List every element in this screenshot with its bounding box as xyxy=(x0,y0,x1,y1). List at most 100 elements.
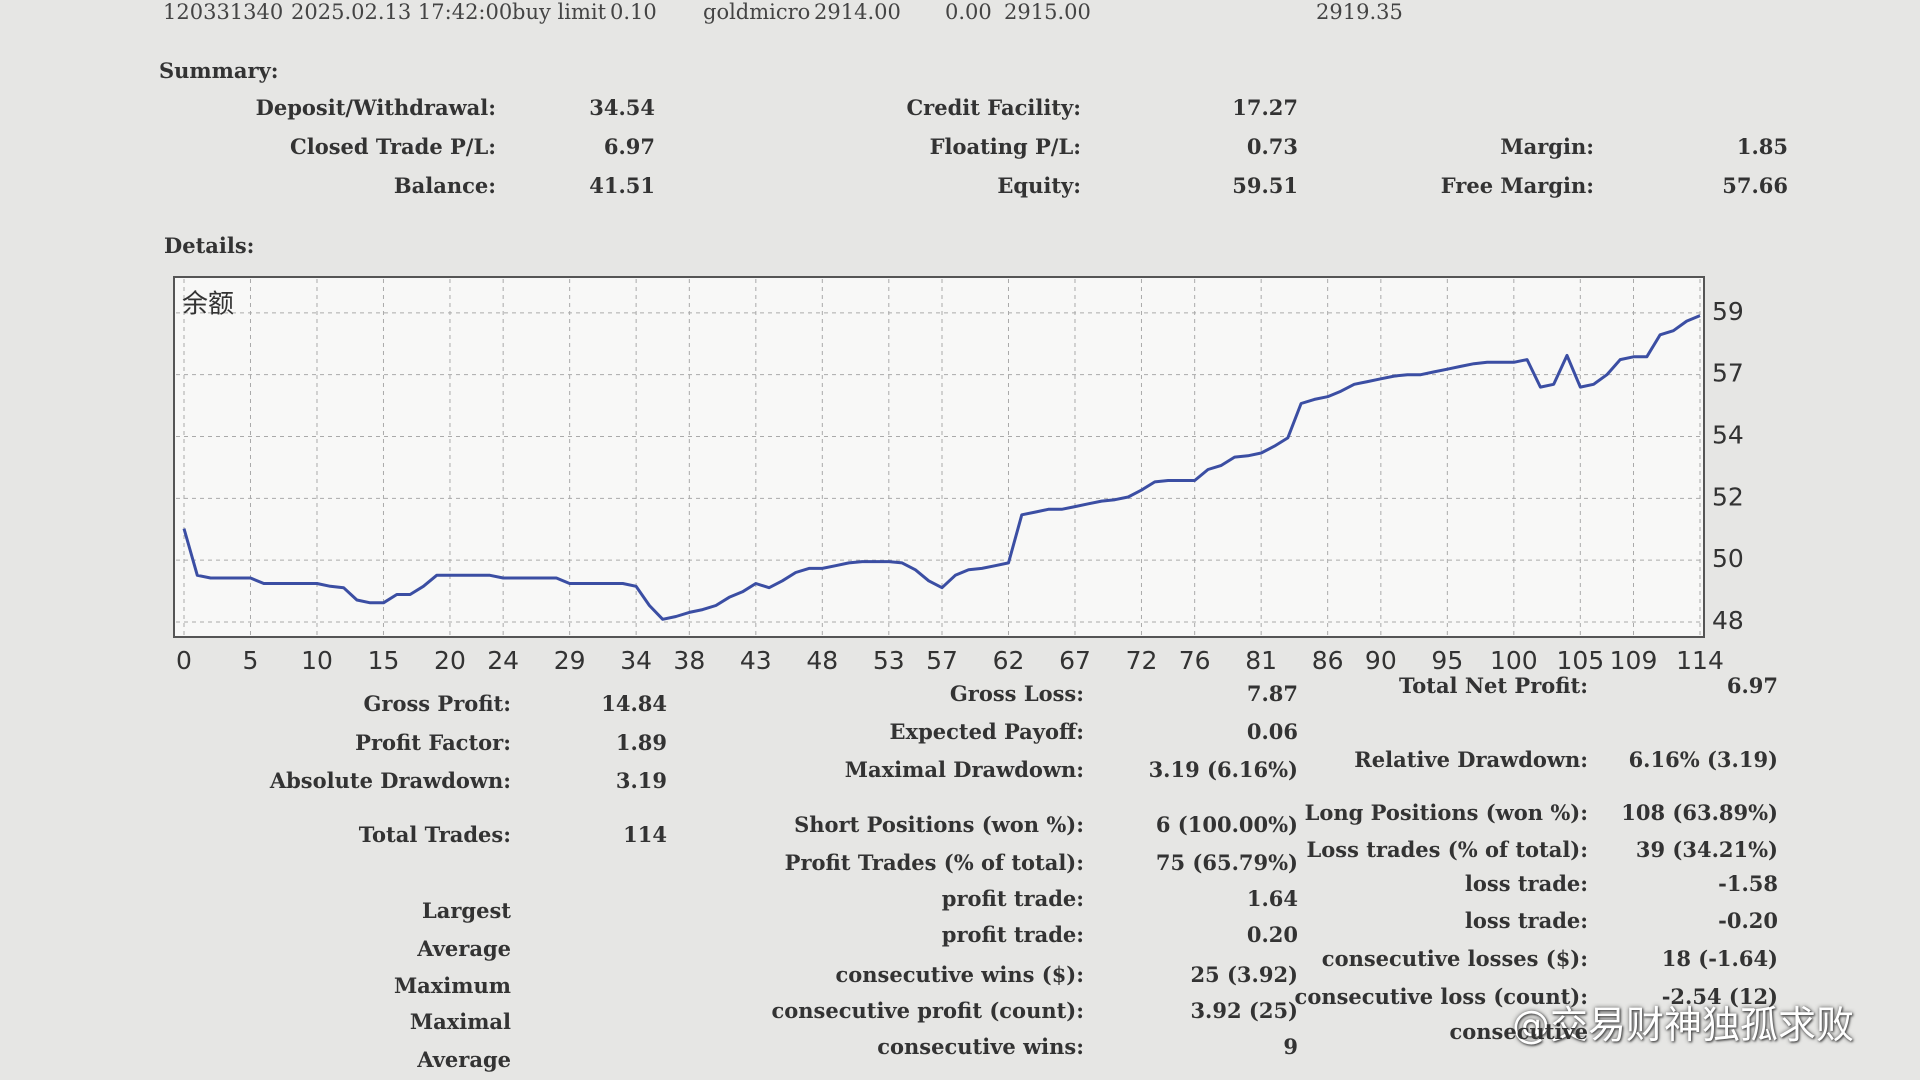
stat-value: 75 (65.79%) xyxy=(1155,850,1298,875)
y-tick-label: 52 xyxy=(1712,482,1744,511)
chart-label: 余额 xyxy=(182,290,234,320)
x-tick-label: 53 xyxy=(873,646,905,675)
y-tick-label: 54 xyxy=(1712,421,1744,450)
stat-value: 9 xyxy=(1283,1034,1298,1059)
y-tick-label: 48 xyxy=(1712,606,1744,635)
summary-value: 6.97 xyxy=(603,134,655,159)
x-tick-label: 109 xyxy=(1610,646,1658,675)
x-tick-label: 90 xyxy=(1365,646,1397,675)
stat-value: 18 (-1.64) xyxy=(1661,946,1778,971)
stat-value: -1.58 xyxy=(1718,871,1778,896)
stat-label: profit trade: xyxy=(941,922,1084,947)
balance-line xyxy=(182,314,1701,621)
stat-label: Gross Profit: xyxy=(363,691,511,716)
x-tick-label: 62 xyxy=(993,646,1025,675)
stat-label: Maximal Drawdown: xyxy=(844,757,1084,782)
summary-label: Credit Facility: xyxy=(906,95,1081,120)
stat-label: Profit Factor: xyxy=(355,730,511,755)
summary-value: 1.85 xyxy=(1736,134,1788,159)
stat-label: Absolute Drawdown: xyxy=(269,768,511,793)
stat-label: profit trade: xyxy=(941,886,1084,911)
x-tick-label: 105 xyxy=(1556,646,1604,675)
summary-value: 57.66 xyxy=(1722,173,1788,198)
x-tick-label: 114 xyxy=(1676,646,1724,675)
watermark: @交易财神独孤求败 xyxy=(1512,1003,1855,1047)
summary-label: Floating P/L: xyxy=(929,134,1081,159)
x-tick-label: 43 xyxy=(740,646,772,675)
x-tick-label: 10 xyxy=(301,646,333,675)
summary-label: Deposit/Withdrawal: xyxy=(255,95,496,120)
stat-value: -2.54 (12) xyxy=(1661,984,1778,1009)
stat-label: Average xyxy=(417,1047,511,1072)
x-tick-label: 0 xyxy=(176,646,192,675)
summary-title: Summary: xyxy=(159,58,279,83)
y-tick-label: 59 xyxy=(1712,297,1744,326)
header-cell: goldmicro xyxy=(703,0,811,24)
x-tick-label: 24 xyxy=(487,646,519,675)
stat-value: 7.87 xyxy=(1246,681,1298,706)
x-tick-label: 57 xyxy=(926,646,958,675)
stat-value: 0.06 xyxy=(1246,719,1298,744)
stat-label: loss trade: xyxy=(1464,908,1588,933)
stat-label: Maximal xyxy=(409,1009,511,1034)
stat-label: Expected Payoff: xyxy=(889,719,1084,744)
stat-value: 0.20 xyxy=(1246,922,1298,947)
stat-value: 25 (3.92) xyxy=(1190,962,1298,987)
header-cell: 2915.00 xyxy=(1004,0,1091,24)
stat-label: consecutive wins: xyxy=(877,1034,1084,1059)
stat-value: 1.89 xyxy=(615,730,667,755)
stat-label: Average xyxy=(417,936,511,961)
summary-label: Margin: xyxy=(1500,134,1594,159)
summary-value: 41.51 xyxy=(589,173,655,198)
stat-value: 39 (34.21%) xyxy=(1635,837,1778,862)
summary-label: Balance: xyxy=(393,173,496,198)
x-tick-label: 100 xyxy=(1490,646,1538,675)
header-cell: 2914.00 xyxy=(814,0,901,24)
header-cell: buy limit xyxy=(512,0,607,24)
summary-value: 17.27 xyxy=(1232,95,1298,120)
stat-value: 108 (63.89%) xyxy=(1621,800,1778,825)
x-tick-label: 29 xyxy=(554,646,586,675)
stat-label: Total Net Profit: xyxy=(1399,673,1588,698)
x-tick-label: 76 xyxy=(1179,646,1211,675)
stat-value: 6.97 xyxy=(1726,673,1778,698)
x-tick-label: 20 xyxy=(434,646,466,675)
stat-label: consecutive profit (count): xyxy=(771,998,1084,1023)
x-tick-label: 81 xyxy=(1245,646,1277,675)
x-tick-label: 72 xyxy=(1126,646,1158,675)
stat-value: 1.64 xyxy=(1246,886,1298,911)
x-tick-label: 34 xyxy=(620,646,652,675)
stat-label: consecutive losses ($): xyxy=(1321,946,1588,971)
x-tick-label: 15 xyxy=(368,646,400,675)
chart-frame xyxy=(173,276,1705,638)
summary-label: Free Margin: xyxy=(1440,173,1594,198)
x-tick-label: 38 xyxy=(673,646,705,675)
header-cell: 2025.02.13 17:42:00 xyxy=(291,0,513,24)
stat-value: 3.19 xyxy=(615,768,667,793)
summary-label: Equity: xyxy=(997,173,1081,198)
summary-value: 59.51 xyxy=(1232,173,1298,198)
stat-label: loss trade: xyxy=(1464,871,1588,896)
stat-label: Short Positions (won %): xyxy=(794,812,1084,837)
stat-label: Profit Trades (% of total): xyxy=(784,850,1084,875)
stat-label: consecutive loss (count): xyxy=(1294,984,1588,1009)
stat-label: consecutive xyxy=(1449,1019,1588,1044)
summary-label: Closed Trade P/L: xyxy=(290,134,496,159)
stat-value: 14.84 xyxy=(601,691,667,716)
stat-value: 3.92 (25) xyxy=(1190,998,1298,1023)
header-cell: 0.10 xyxy=(610,0,657,24)
header-cell: 120331340 xyxy=(163,0,284,24)
y-tick-label: 50 xyxy=(1712,544,1744,573)
header-cell: 0.00 xyxy=(945,0,992,24)
header-cell: 2919.35 xyxy=(1316,0,1403,24)
stat-label: Maximum xyxy=(393,973,511,998)
y-tick-label: 57 xyxy=(1712,359,1744,388)
x-tick-label: 48 xyxy=(806,646,838,675)
stat-value: 6 (100.00%) xyxy=(1155,812,1298,837)
x-tick-label: 67 xyxy=(1059,646,1091,675)
stat-value: 114 xyxy=(623,822,667,847)
x-tick-label: 95 xyxy=(1431,646,1463,675)
stat-label: Loss trades (% of total): xyxy=(1306,837,1588,862)
